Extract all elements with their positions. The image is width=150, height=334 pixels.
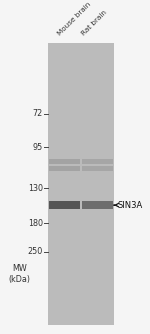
Text: Mouse brain: Mouse brain: [56, 1, 92, 37]
Text: 250: 250: [27, 247, 43, 256]
Text: 95: 95: [32, 143, 43, 152]
Text: 72: 72: [32, 109, 43, 118]
Bar: [82, 159, 113, 164]
Bar: [82, 166, 113, 171]
Text: 130: 130: [28, 184, 43, 193]
Bar: [49, 201, 80, 209]
Bar: [48, 43, 114, 325]
Text: Rat brain: Rat brain: [80, 9, 108, 37]
Bar: [49, 159, 80, 164]
Bar: [49, 166, 80, 171]
Text: SIN3A: SIN3A: [118, 201, 143, 210]
Text: 180: 180: [28, 219, 43, 228]
Bar: [82, 201, 113, 209]
Text: MW
(kDa): MW (kDa): [8, 265, 30, 284]
